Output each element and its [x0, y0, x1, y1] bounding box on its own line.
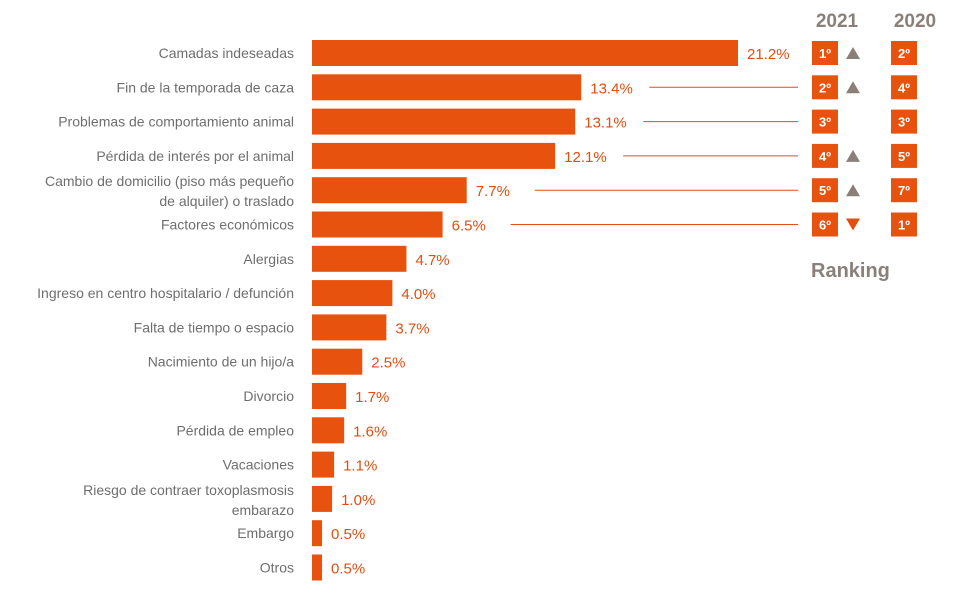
category-label-line: de alquiler) o traslado — [159, 193, 294, 209]
bar — [312, 348, 363, 375]
value-label: 13.4% — [590, 80, 633, 97]
rank-2020-badge — [891, 41, 917, 65]
category-label: Divorcio — [243, 388, 294, 404]
bar — [312, 280, 393, 307]
rank-2020-badge — [891, 109, 917, 134]
category-label: Embargo — [237, 525, 294, 541]
category-label: Camadas indeseadas — [159, 45, 294, 61]
value-label: 1.1% — [343, 458, 377, 475]
bar — [312, 177, 467, 204]
rank-2021-text: 1º — [819, 46, 831, 61]
rank-2020-text: 7º — [898, 183, 910, 198]
trend-up-icon — [846, 81, 860, 94]
bar — [312, 211, 443, 238]
category-label: Riesgo de contraer toxoplasmosis embarazo — [83, 482, 294, 518]
value-label: 2.5% — [371, 355, 405, 372]
ranking-title: Ranking — [811, 260, 890, 282]
category-label: Falta de tiempo o espacio — [134, 319, 295, 335]
value-label: 4.7% — [415, 252, 449, 269]
category-label: Ingreso en centro hospitalario / defunci… — [37, 285, 294, 301]
value-label: 3.7% — [395, 320, 429, 337]
bar — [312, 142, 556, 169]
bar — [312, 74, 582, 101]
rank-2021-text: 5º — [819, 183, 831, 198]
value-label: 7.7% — [476, 183, 510, 200]
trend-up-icon — [846, 149, 860, 162]
bar — [312, 554, 323, 581]
value-label: 0.5% — [331, 526, 365, 543]
trend-down-icon — [846, 218, 860, 231]
category-label: Otros — [260, 560, 294, 576]
rank-2021-text: 4º — [819, 149, 831, 164]
rank-2020-text: 1º — [898, 218, 910, 233]
rank-2020-badge — [891, 75, 917, 100]
bar — [312, 40, 738, 66]
bar — [312, 485, 333, 512]
rank-2021-text: 6º — [819, 218, 831, 233]
rank-2021-text: 2º — [819, 80, 831, 95]
category-label: Cambio de domicilio (piso más pequeño de … — [45, 173, 294, 209]
rank-2021-badge — [812, 143, 838, 168]
value-label: 13.1% — [584, 115, 627, 132]
trend-up-icon — [846, 47, 860, 59]
value-label: 4.0% — [401, 286, 435, 303]
rank-2020-text: 5º — [898, 149, 910, 164]
rank-2020-badge — [891, 178, 917, 203]
ranking-panel: 2021 2020 Ranking 1º 2º 2º 4º 3º 3º 4º 5º 5º 7º 6º… — [510, 11, 936, 282]
bars-layer: Camadas indeseadas 21.2% Fin de la tempora… — [37, 40, 790, 581]
value-label: 6.5% — [452, 218, 486, 235]
trend-up-icon — [846, 184, 860, 197]
rank-2021-badge — [812, 212, 838, 237]
rank-2020-text: 4º — [898, 80, 910, 95]
category-label-line: Cambio de domicilio (piso más pequeño — [45, 173, 294, 189]
bar — [312, 383, 347, 409]
category-label: Alergias — [243, 251, 294, 267]
value-label: 12.1% — [564, 149, 607, 166]
value-label: 0.5% — [331, 561, 365, 578]
bar — [312, 417, 345, 444]
category-label: Pérdida de interés por el animal — [96, 148, 294, 164]
category-label: Vacaciones — [223, 457, 294, 473]
rank-2020-text: 3º — [898, 115, 910, 130]
rank-2021-badge — [812, 75, 838, 100]
category-label: Pérdida de empleo — [176, 422, 294, 438]
rank-2021-badge — [812, 109, 838, 134]
bar — [312, 108, 576, 135]
value-label: 1.0% — [341, 492, 375, 509]
bar — [312, 451, 335, 478]
rank-2021-text: 3º — [819, 115, 831, 130]
rank-2021-badge — [812, 41, 838, 65]
ranking-header-2020: 2020 — [894, 11, 936, 32]
category-label-line: Riesgo de contraer toxoplasmosis — [83, 482, 294, 498]
rank-2020-text: 2º — [898, 46, 910, 61]
category-label: Fin de la temporada de caza — [117, 79, 295, 95]
category-label-line: embarazo — [232, 502, 294, 518]
rank-2020-badge — [891, 143, 917, 168]
bar — [312, 245, 407, 272]
category-label: Nacimiento de un hijo/a — [148, 354, 295, 370]
ranking-header-2021: 2021 — [816, 11, 859, 32]
category-label: Factores económicos — [161, 217, 294, 233]
value-label: 1.6% — [353, 423, 387, 440]
rank-2020-badge — [891, 212, 917, 237]
category-label: Problemas de comportamiento animal — [58, 114, 294, 130]
bar — [312, 314, 387, 341]
value-label: 1.7% — [355, 389, 389, 406]
bar — [312, 520, 323, 547]
value-label: 21.2% — [747, 46, 790, 63]
rank-2021-badge — [812, 178, 838, 203]
